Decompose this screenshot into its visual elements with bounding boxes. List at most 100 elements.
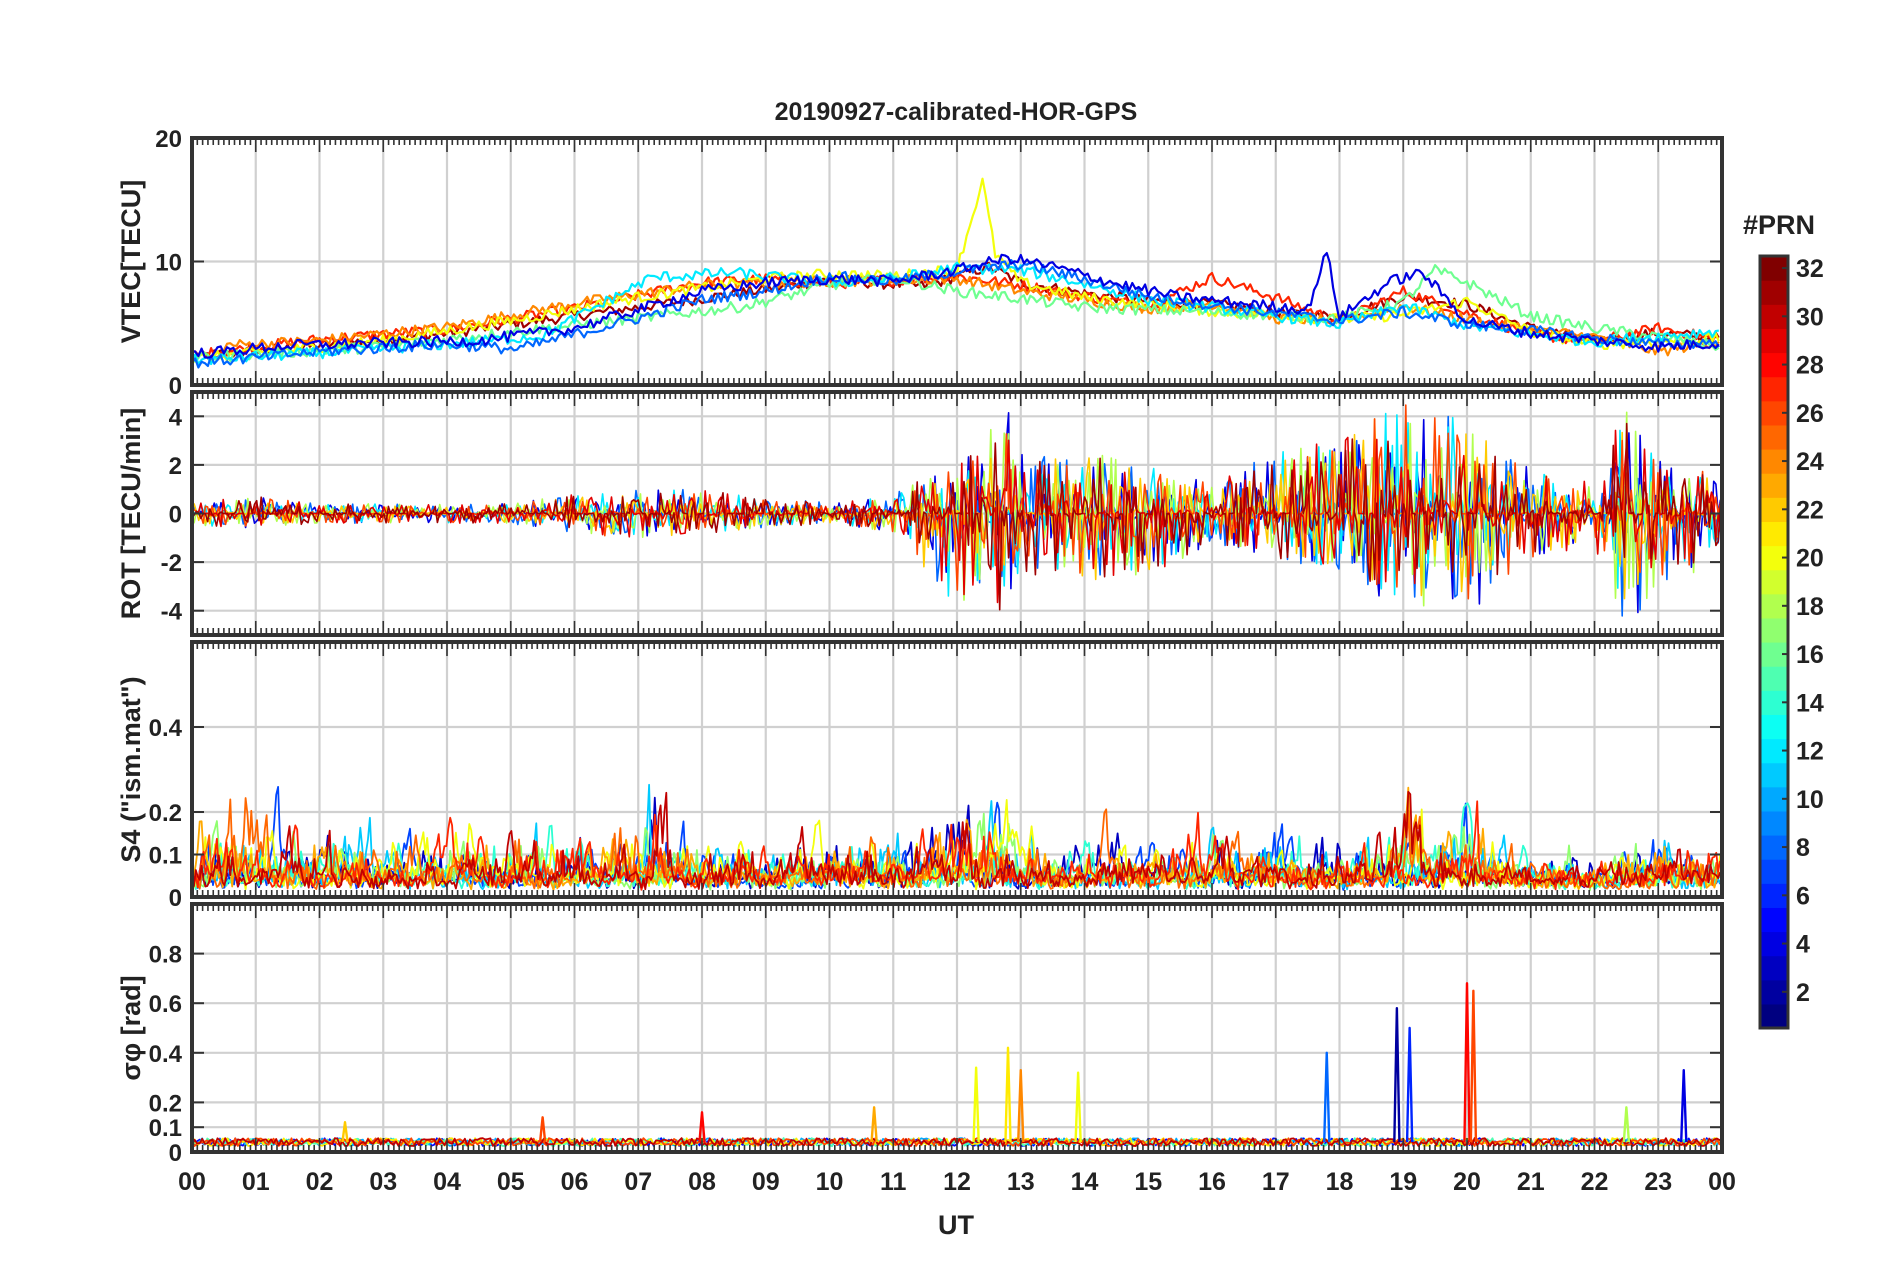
colorbar-tick-label: 2 — [1796, 979, 1810, 1007]
colorbar-frame — [1758, 254, 1790, 1030]
colorbar-tick-label: 12 — [1796, 738, 1824, 766]
x-tick-label: 23 — [1644, 1168, 1672, 1196]
y-tick-label: 0 — [169, 1140, 182, 1167]
panel-4: 00.10.2 0.4 0.6 0.8σφ [rad] — [116, 902, 1724, 1167]
x-axis-label: UT — [938, 1210, 974, 1240]
panel-2: -4 -2 0 2 4 ROT [TECU/min] — [116, 390, 1724, 637]
colorbar-segment — [1760, 473, 1788, 498]
colorbar-tick-label: 26 — [1796, 400, 1824, 428]
x-tick-label: 10 — [816, 1168, 844, 1196]
x-tick-label: 15 — [1134, 1168, 1162, 1196]
colorbar-tick-label: 24 — [1796, 448, 1824, 476]
x-tick-label: 02 — [306, 1168, 334, 1196]
y-axis: 00.10.2 0.4 0.6 0.8σφ [rad] — [116, 942, 1722, 1167]
spike-prn-26 — [1469, 989, 1478, 1143]
colorbar-segment — [1760, 714, 1788, 740]
colorbar-tick-label: 8 — [1796, 834, 1810, 862]
gridlines — [192, 138, 1722, 385]
x-tick-label: 16 — [1198, 1168, 1226, 1196]
x-tick-label: 05 — [497, 1168, 525, 1196]
spike-prn-2 — [1393, 1006, 1401, 1143]
y-axis-label: S4 ("ism.mat") — [116, 676, 146, 862]
series-prn-4 — [191, 252, 1720, 359]
colorbar-segment — [1760, 569, 1788, 595]
x-tick-label: 21 — [1517, 1168, 1545, 1196]
series-prn-12 — [191, 261, 1719, 366]
spike-prn-8 — [1323, 1051, 1331, 1143]
colorbar-tick-label: 18 — [1796, 593, 1824, 621]
colorbar-tick-label: 10 — [1796, 786, 1824, 814]
y-axis: 0 0.1 0.2 0.4S4 ("ism.mat") — [116, 676, 1722, 912]
colorbar-tick-label: 22 — [1796, 496, 1824, 524]
y-tick-label: 20 — [155, 126, 182, 153]
spike-prn-22 — [341, 1121, 349, 1143]
colorbar-segment — [1760, 955, 1788, 981]
series-prn-26 — [191, 404, 1722, 600]
chart-title: 20190927-calibrated-HOR-GPS — [775, 98, 1138, 126]
x-tick-label: 04 — [433, 1168, 461, 1196]
y-tick-label: 4 — [169, 404, 183, 431]
y-axis-label: σφ [rad] — [116, 975, 146, 1080]
series-prn-25 — [191, 797, 1721, 891]
spike-prn-4 — [1680, 1068, 1688, 1143]
colorbar-segment — [1760, 376, 1788, 402]
x-tick-label: 22 — [1581, 1168, 1609, 1196]
colorbar-segment — [1760, 424, 1788, 450]
y-axis-label: ROT [TECU/min] — [116, 408, 146, 619]
colorbar-segment — [1760, 328, 1788, 354]
spike-prn-23 — [870, 1106, 878, 1143]
colorbar-segment — [1760, 907, 1788, 933]
y-tick-label: -2 — [161, 550, 182, 577]
colorbar-tick-label: 30 — [1796, 303, 1824, 331]
x-tick-label: 07 — [624, 1168, 652, 1196]
colorbar-tick-label: 4 — [1796, 931, 1810, 959]
series-prn-31 — [191, 422, 1722, 611]
data-lines — [191, 404, 1722, 617]
y-tick-label: 0.8 — [149, 942, 182, 969]
y-tick-label: 0 — [169, 885, 182, 912]
plot-frame — [190, 902, 1724, 1154]
spike-prn-24 — [1017, 1068, 1025, 1143]
y-axis: 0 10 20 VTEC[TECU] — [116, 126, 1722, 400]
colorbar-segment — [1760, 521, 1788, 547]
x-tick-label: 13 — [1007, 1168, 1035, 1196]
colorbar-tick-label: 16 — [1796, 641, 1824, 669]
x-tick-label: 12 — [943, 1168, 971, 1196]
y-tick-label: 0.1 — [149, 843, 182, 870]
y-tick-label: 2 — [169, 453, 182, 480]
y-axis-label: VTEC[TECU] — [116, 180, 146, 344]
x-tick-label: 11 — [880, 1168, 907, 1196]
series-prn-27 — [191, 800, 1721, 891]
colorbar-tick-label: 20 — [1796, 545, 1824, 573]
x-tick-label: 08 — [688, 1168, 716, 1196]
spike-prn-20 — [972, 1066, 980, 1143]
y-axis: -4 -2 0 2 4 ROT [TECU/min] — [116, 404, 1722, 626]
x-tick-label: 00 — [178, 1168, 206, 1196]
x-tick-label: 17 — [1262, 1168, 1290, 1196]
spike-prn-28 — [1463, 982, 1471, 1143]
y-tick-label: 10 — [155, 250, 182, 277]
x-tick-label: 19 — [1389, 1168, 1417, 1196]
colorbar-segment — [1760, 762, 1788, 788]
spike-prn-21 — [1004, 1046, 1012, 1143]
x-tick-label: 14 — [1071, 1168, 1099, 1196]
panel-1: 0 10 20 VTEC[TECU] — [116, 126, 1724, 400]
x-tick-label: 03 — [369, 1168, 397, 1196]
series-prn-24 — [222, 273, 1720, 357]
spike-prn-26 — [538, 1116, 547, 1143]
x-tick-label: 06 — [561, 1168, 589, 1196]
panel-3: 0 0.1 0.2 0.4S4 ("ism.mat") — [116, 640, 1724, 912]
colorbar-tick-label: 32 — [1796, 255, 1824, 283]
series-prn-20 — [191, 177, 1720, 363]
x-tick-label: 20 — [1453, 1168, 1481, 1196]
colorbar-tick-label: 28 — [1796, 352, 1824, 380]
x-tick-label: 00 — [1708, 1168, 1736, 1196]
y-tick-label: 0.1 — [149, 1115, 182, 1142]
spike-prn-6 — [1405, 1026, 1414, 1143]
colorbar-segment — [1760, 666, 1788, 691]
colorbar-segment — [1760, 617, 1788, 643]
x-tick-label: 01 — [242, 1168, 270, 1196]
